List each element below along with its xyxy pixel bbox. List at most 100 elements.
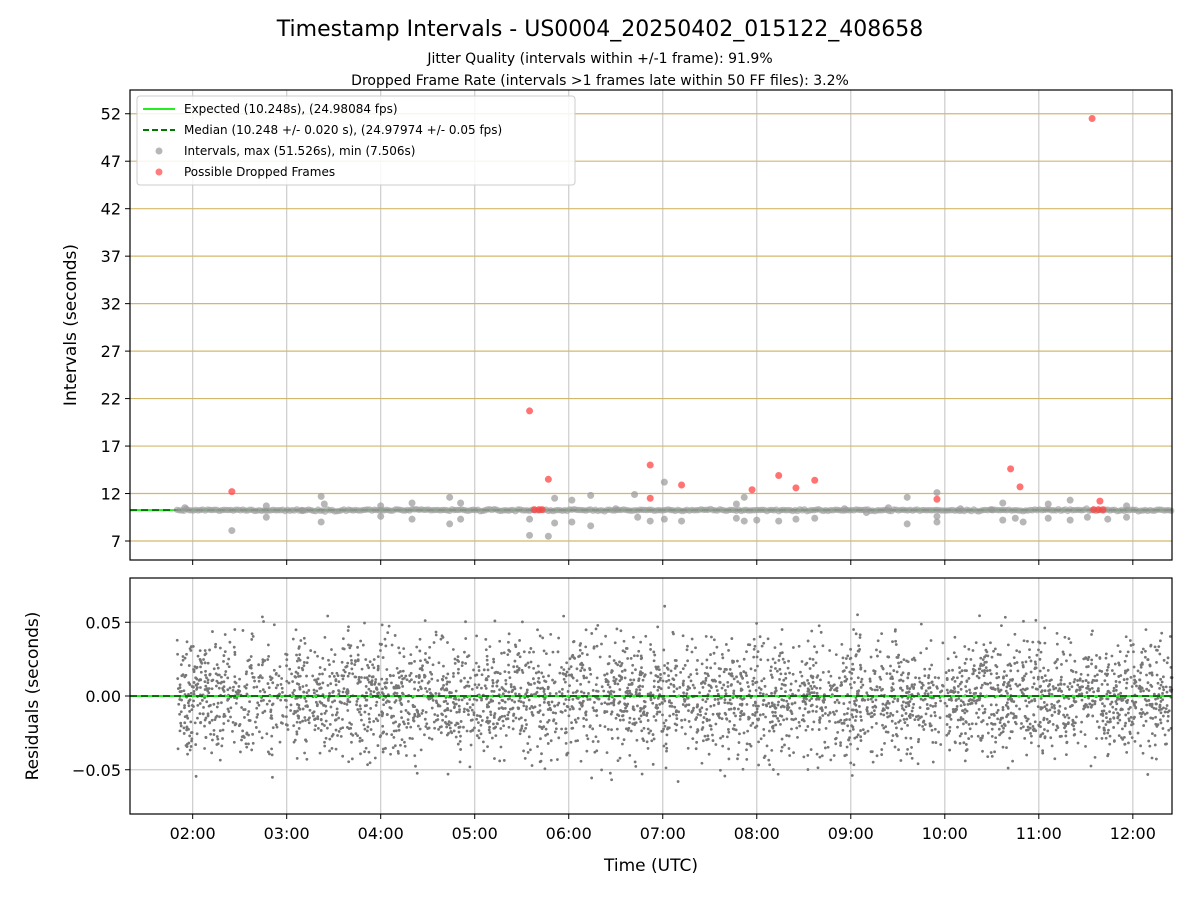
residual-point — [485, 720, 488, 724]
residual-point — [536, 686, 540, 690]
residual-point — [1106, 720, 1110, 724]
residual-point — [369, 706, 373, 710]
residual-point — [1028, 656, 1031, 659]
residual-point — [186, 752, 189, 756]
residual-point — [409, 725, 413, 729]
residual-point — [1006, 691, 1009, 695]
legend-swatch-intervals — [155, 147, 163, 155]
residual-point — [595, 689, 598, 693]
residual-point — [638, 688, 642, 692]
residual-point — [901, 671, 905, 675]
residual-point — [503, 670, 507, 674]
residual-point — [210, 718, 214, 722]
residual-point — [1078, 677, 1082, 681]
residual-point — [948, 713, 952, 717]
residual-point — [299, 639, 303, 642]
residual-point — [868, 679, 872, 683]
residual-point — [439, 637, 443, 641]
residual-point — [500, 714, 504, 718]
residual-point — [522, 749, 525, 753]
residual-point — [781, 657, 785, 661]
residual-point — [461, 661, 464, 664]
residual-point — [1150, 756, 1154, 760]
interval-outlier-point — [660, 515, 668, 523]
residual-point — [334, 679, 338, 683]
residual-point — [267, 686, 271, 689]
residual-point — [473, 674, 477, 677]
residual-point — [695, 705, 699, 709]
residual-point — [854, 715, 858, 718]
legend: Expected (10.248s), (24.98084 fps) Media… — [136, 95, 576, 186]
residual-point — [659, 673, 662, 676]
residual-point — [857, 689, 861, 693]
residual-point — [1168, 635, 1172, 638]
residual-point — [603, 725, 607, 729]
residual-point — [959, 699, 963, 703]
residual-point — [828, 649, 832, 652]
residual-point — [525, 723, 528, 726]
residual-point — [445, 688, 449, 692]
residual-point — [209, 732, 212, 736]
residual-point — [274, 672, 278, 676]
residual-point — [262, 620, 265, 623]
residual-point — [668, 714, 672, 718]
residual-point — [394, 729, 398, 733]
residual-point — [986, 755, 990, 759]
residual-point — [367, 680, 371, 684]
residual-point — [818, 716, 822, 720]
residual-point — [542, 725, 546, 729]
residual-point — [663, 724, 667, 728]
residual-point — [725, 735, 729, 739]
residual-point — [1021, 663, 1025, 667]
residual-point — [595, 676, 599, 680]
residual-point — [773, 703, 776, 707]
residual-point — [765, 744, 769, 748]
residual-point — [415, 771, 419, 775]
residual-point — [605, 710, 609, 714]
residual-point — [977, 716, 980, 719]
residual-point — [227, 710, 231, 713]
residual-point — [966, 702, 970, 706]
residual-point — [945, 688, 949, 692]
residual-point — [695, 740, 699, 744]
interval-outlier-point — [1104, 515, 1112, 523]
residual-point — [618, 756, 622, 760]
residual-point — [732, 677, 736, 681]
residual-point — [480, 719, 484, 722]
residual-point — [475, 717, 479, 721]
residual-point — [739, 714, 742, 718]
residual-point — [235, 692, 239, 695]
residual-point — [1029, 731, 1032, 735]
residual-point — [1152, 692, 1156, 696]
residual-point — [1009, 687, 1013, 691]
residual-point — [779, 642, 783, 646]
residual-point — [848, 700, 852, 704]
residual-point — [455, 710, 459, 714]
residual-point — [723, 701, 727, 704]
residual-point — [1046, 668, 1050, 672]
residual-point — [546, 708, 550, 711]
residual-point — [402, 676, 406, 680]
residual-point — [384, 686, 388, 690]
residual-point — [399, 743, 402, 747]
residual-point — [813, 685, 816, 688]
residual-point — [339, 734, 343, 738]
residual-point — [328, 663, 331, 667]
residual-point — [1139, 744, 1142, 748]
residual-point — [908, 700, 912, 703]
residual-point — [226, 719, 230, 723]
residual-point — [323, 635, 327, 639]
residual-point — [784, 672, 787, 676]
residual-point — [824, 706, 828, 709]
x-tick-label: 02:00 — [170, 824, 216, 843]
residual-point — [712, 703, 716, 707]
residual-point — [960, 680, 963, 684]
residual-point — [489, 713, 493, 717]
residual-point — [511, 719, 515, 723]
residual-point — [521, 671, 525, 674]
residual-point — [758, 691, 762, 695]
residual-point — [801, 713, 805, 717]
residual-point — [1143, 655, 1147, 659]
residual-point — [871, 705, 875, 709]
residual-point — [517, 706, 521, 710]
